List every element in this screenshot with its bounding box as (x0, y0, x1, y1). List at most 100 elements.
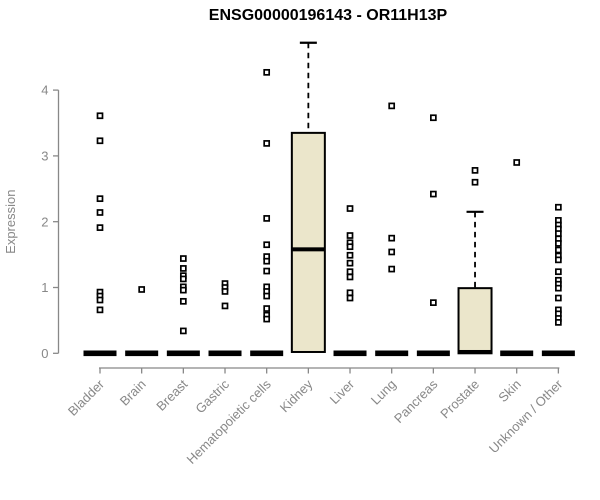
outlier-point (471, 167, 479, 174)
outlier-point (471, 178, 479, 186)
collapsed-box (416, 350, 450, 357)
box-group-kidney (290, 41, 326, 353)
outlier-point (263, 267, 271, 275)
x-tick-label-brain: Brain (117, 377, 149, 409)
outlier-point (263, 215, 271, 222)
x-tick-label-skin: Skin (495, 377, 523, 405)
outlier-point (179, 327, 187, 335)
y-axis-title: Expression (3, 190, 18, 254)
box-group-breast (166, 255, 200, 357)
outlier-point (555, 294, 562, 302)
outlier-point (346, 251, 354, 259)
y-tick-label: 1 (41, 280, 48, 295)
outlier-point (555, 319, 562, 326)
box (290, 131, 326, 353)
outlier-point (179, 265, 187, 272)
outlier-point (430, 190, 437, 198)
collapsed-box (250, 350, 284, 357)
y-tick-label: 3 (41, 149, 48, 164)
outlier-point (263, 140, 271, 147)
outlier-point (179, 286, 187, 294)
box-group-pancreas (416, 114, 450, 357)
y-tick-label: 2 (41, 214, 48, 229)
outlier-point (96, 296, 104, 304)
outlier-point (388, 248, 396, 256)
outlier-point (138, 286, 146, 293)
outlier-point (513, 159, 521, 166)
outlier-point (263, 241, 271, 249)
outlier-point (555, 230, 562, 237)
box-group-liver (333, 205, 367, 357)
outlier-point (346, 259, 354, 267)
collapsed-box (333, 350, 367, 357)
outlier-point (96, 209, 104, 216)
x-tick-label-prostate: Prostate (437, 377, 482, 422)
x-tick-label-bladder: Bladder (65, 376, 108, 419)
y-tick-label: 0 (41, 346, 48, 361)
outlier-point (388, 265, 396, 273)
collapsed-box (166, 350, 200, 357)
x-tick-label-gastric: Gastric (192, 376, 232, 416)
outlier-point (555, 268, 562, 276)
x-tick-label-pancreas: Pancreas (391, 376, 441, 426)
x-tick-label-lung: Lung (368, 377, 399, 408)
median-line (458, 349, 492, 354)
box (457, 287, 493, 355)
outlier-point (96, 306, 104, 314)
outlier-point (555, 256, 562, 264)
outlier-point (179, 275, 187, 283)
outlier-point (263, 292, 271, 300)
outlier-point (346, 273, 354, 281)
outlier-point (179, 255, 187, 262)
x-tick-label-unknown-other: Unknown / Other (486, 376, 566, 456)
x-tick-label-kidney: Kidney (277, 376, 316, 415)
outlier-point (555, 246, 562, 254)
outlier-point (96, 137, 104, 145)
box-group-lung (375, 102, 409, 357)
chart-title: ENSG00000196143 - OR11H13P (208, 7, 448, 24)
y-axis: 0 1 2 3 4 Expression (3, 83, 60, 361)
outlier-point (346, 294, 354, 302)
outlier-point (430, 299, 437, 306)
box-group-prostate (457, 167, 493, 355)
collapsed-box (83, 350, 117, 357)
outlier-point (346, 205, 354, 212)
outlier-point (388, 102, 396, 110)
collapsed-box (208, 350, 242, 357)
outlier-point (179, 297, 187, 305)
outlier-point (263, 305, 271, 312)
outlier-point (221, 288, 229, 295)
box-group-bladder (83, 112, 117, 357)
outlier-point (388, 234, 396, 242)
outlier-point (263, 257, 271, 265)
box-group-unknown-other (541, 203, 575, 357)
outlier-point (555, 240, 562, 247)
outlier-point (346, 268, 354, 276)
outlier-point (555, 203, 562, 211)
collapsed-box (500, 350, 534, 357)
box-group-brain (125, 286, 159, 357)
outlier-point (96, 112, 104, 120)
outlier-point (555, 284, 562, 292)
outlier-point (263, 315, 271, 323)
box-group-gastric (208, 280, 242, 357)
collapsed-box (125, 350, 159, 357)
y-tick-label: 4 (41, 83, 48, 98)
x-tick-label-liver: Liver (327, 376, 358, 407)
collapsed-box (541, 350, 575, 357)
outlier-point (430, 114, 437, 122)
outlier-point (221, 302, 229, 310)
outlier-point (346, 243, 354, 251)
box-group-hematopoietic-cells (250, 68, 284, 357)
collapsed-box (375, 350, 409, 357)
outlier-point (346, 289, 354, 297)
box-group-skin (500, 159, 534, 357)
median-line (291, 247, 325, 252)
outlier-point (346, 232, 354, 239)
outlier-point (96, 195, 104, 203)
x-tick-label-breast: Breast (153, 376, 190, 413)
outlier-point (96, 224, 104, 231)
